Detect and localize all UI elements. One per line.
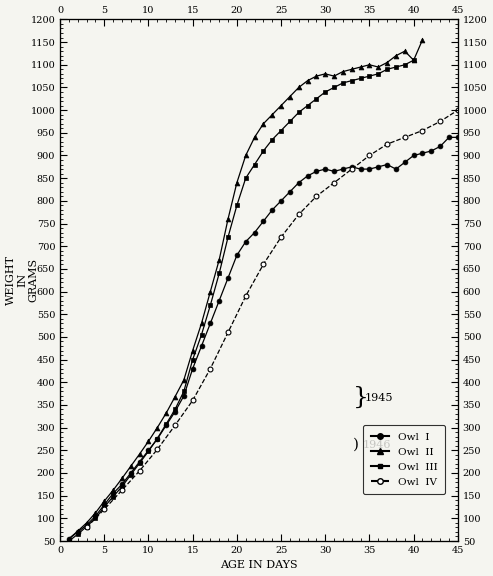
Text: 1946: 1946 (362, 439, 391, 449)
Text: }: } (352, 386, 368, 409)
Text: 1945: 1945 (364, 393, 393, 403)
Legend: Owl  I, Owl  II, Owl  III, Owl  IV: Owl I, Owl II, Owl III, Owl IV (363, 425, 445, 494)
Text: ): ) (352, 438, 358, 452)
X-axis label: AGE IN DAYS: AGE IN DAYS (220, 560, 298, 570)
Y-axis label: WEIGHT
IN
GRAMS: WEIGHT IN GRAMS (5, 255, 39, 305)
